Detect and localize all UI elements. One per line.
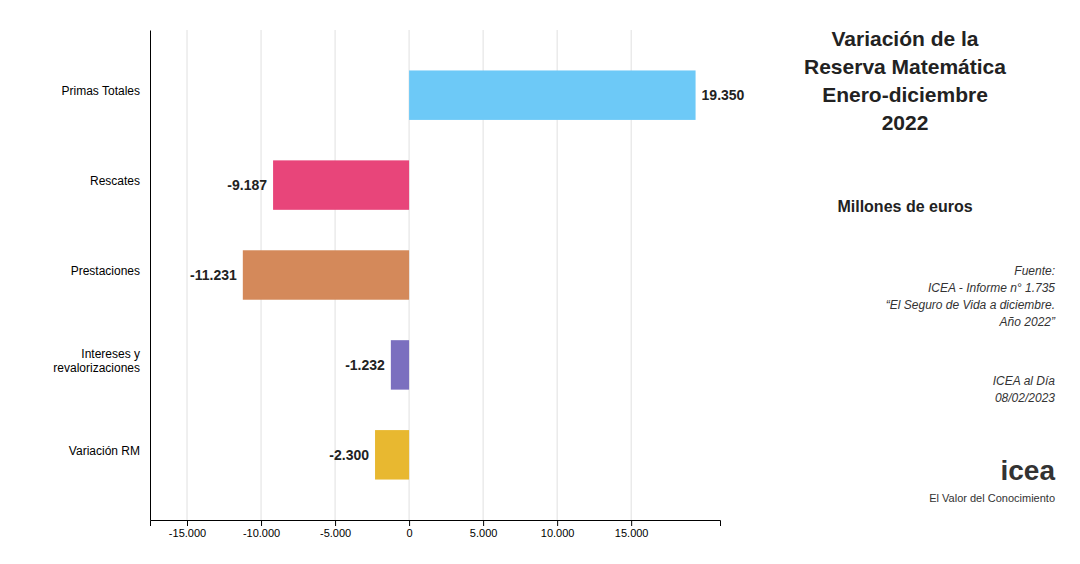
bar [409,70,695,119]
bars [243,70,696,479]
y-axis: Primas Totales Rescates Prestaciones Intere… [53,31,150,521]
tick-label: -5.000 [320,527,351,539]
subtitle: Millones de euros [837,198,972,215]
tick-label: Variación RM [69,444,140,458]
text-line: 08/02/2023 [995,391,1055,405]
text-line: “El Seguro de Vida a diciembre. [886,298,1055,312]
tick: -10.000 [243,520,280,539]
tick-label: -10.000 [243,527,280,539]
tick: -5.000 [320,520,351,539]
tick-mark [335,520,336,526]
tick-label: 5.000 [470,527,498,539]
tick-label: Intereses yrevalorizaciones [53,347,140,375]
text-line: 2022 [882,111,929,134]
tick: Rescates [90,174,140,188]
text-line: Intereses y [81,347,140,361]
tick: Primas Totales [62,84,140,98]
tick-mark [483,520,484,526]
tick: Variación RM [69,444,140,458]
text-line: ICEA - Informe n° 1.735 [928,281,1055,295]
bar [391,340,409,389]
text-line: Fuente: [1014,264,1055,278]
tick-label: Prestaciones [71,264,140,278]
axis-line [150,31,151,521]
bar [375,430,409,479]
tick-mark [631,520,632,526]
tick-label: -15.000 [169,527,206,539]
data-label: -9.187 [227,177,267,193]
bar [243,250,409,299]
tick-mark [261,520,262,526]
text-line: ICEA al Día [993,374,1056,388]
text-line: icea [1001,455,1056,486]
text-line: Primas Totales [62,84,140,98]
annotation: icea [1001,455,1056,486]
tick-label: Primas Totales [62,84,140,98]
text-line: Reserva Matemática [804,55,1006,78]
tick: 5.000 [470,520,498,539]
text-line: Variación RM [69,444,140,458]
data-labels: 19.350 -9.187 -11.231 -1.232 -2.300 [190,87,745,463]
text-line: Rescates [90,174,140,188]
data-label: -1.232 [345,357,385,373]
chart: -15.000 -10.000 -5.000 0 5.000 10.000 15.000 Pr… [0,0,1080,564]
tick-mark [187,520,188,526]
data-label: -11.231 [190,267,237,283]
annotation: ICEA al Día 08/02/2023 [993,374,1056,405]
tick-mark [557,520,558,526]
tick-label: Rescates [90,174,140,188]
tick: Intereses yrevalorizaciones [53,347,140,375]
tick: -15.000 [169,520,206,539]
tick: 15.000 [615,520,649,539]
tick-label: 10.000 [541,527,575,539]
tick-mark [409,520,410,526]
bar [273,160,409,209]
data-label: 19.350 [702,87,745,103]
tick: 10.000 [541,520,575,539]
tick-label: 0 [407,527,413,539]
tick-label: 15.000 [615,527,649,539]
side-panel: Variación de la Reserva Matemática Enero-d… [804,27,1056,504]
text-line: revalorizaciones [53,361,140,375]
annotation: Fuente: ICEA - Informe n° 1.735 “El Seguro… [886,264,1056,329]
tick: 0 [407,520,413,539]
title: Variación de la Reserva Matemática Enero-d… [804,27,1006,134]
text-line: El Valor del Conocimiento [929,492,1055,504]
grid-line [187,30,188,520]
axis-line [151,521,721,527]
data-label: -2.300 [329,447,369,463]
x-axis: -15.000 -10.000 -5.000 0 5.000 10.000 15.000 [151,520,721,539]
text-line: Prestaciones [71,264,140,278]
tick: Prestaciones [71,264,140,278]
text-line: Enero-diciembre [822,83,988,106]
text-line: Variación de la [831,27,978,50]
text-line: Año 2022” [999,315,1056,329]
annotation: El Valor del Conocimiento [929,492,1055,504]
